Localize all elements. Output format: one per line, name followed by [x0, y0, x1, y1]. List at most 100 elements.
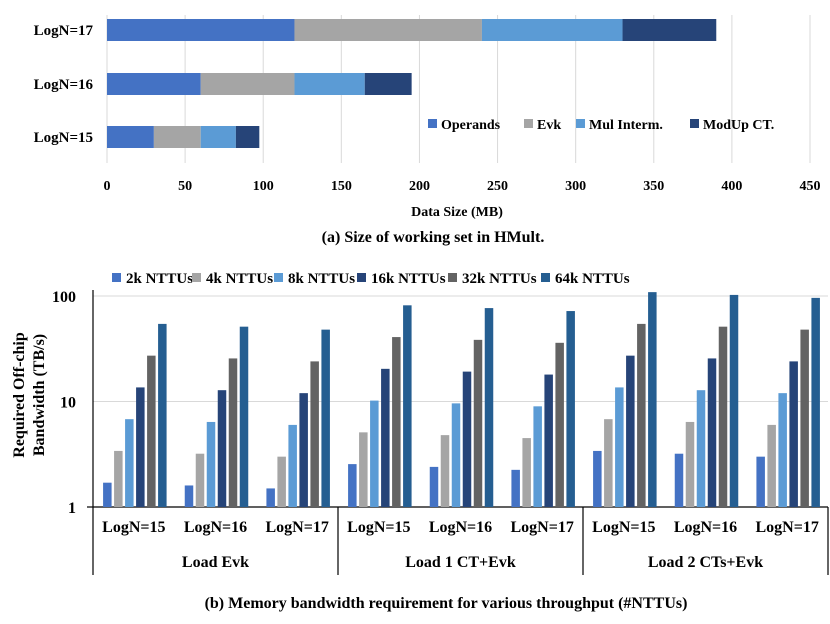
chart-b-bar-16k-nttus: [217, 390, 227, 507]
chart-b-group-label: Load 2 CTs+Evk: [648, 554, 763, 571]
chart-b-ylabel-line1: Required Off-chip: [11, 332, 28, 458]
chart-a-bar-modup-ct: [235, 126, 260, 148]
chart-a-bar-mul-interm: [200, 126, 236, 148]
chart-a-category-label: LogN=17: [34, 23, 94, 39]
chart-a-category-label: LogN=16: [34, 77, 94, 93]
chart-b-bar-16k-nttus: [789, 361, 798, 507]
chart-b-bar-2k-nttus: [593, 450, 602, 507]
chart-a-tick-label: 400: [721, 179, 742, 194]
chart-b-tick-labels: 1 10 100: [52, 289, 76, 517]
chart-b-bar-4k-nttus: [522, 438, 531, 507]
chart-b-legend-label: 8k NTTUs: [288, 271, 355, 287]
chart-a-tick-labels: 0 50 100 150 200 250 300 350 400 450: [104, 179, 821, 194]
chart-b-category-label: LogN=15: [592, 519, 655, 536]
chart-b-legend-swatch: [357, 273, 366, 282]
chart-b-bar-2k-nttus: [429, 466, 439, 507]
chart-a-legend-swatch: [690, 119, 699, 128]
chart-b-legend-swatch: [112, 273, 121, 282]
chart-b-ylabel: Required Off-chip Bandwidth (TB/s): [11, 332, 48, 458]
chart-b-tick-label: 100: [52, 289, 76, 306]
chart-a-tick-label: 100: [253, 179, 274, 194]
chart-b-legend: 2k NTTUs 4k NTTUs 8k NTTUs 16k NTTUs 32k NTT…: [112, 271, 630, 287]
chart-a-tick-label: 350: [643, 179, 664, 194]
chart-a-tick-label: 50: [178, 179, 192, 194]
chart-b-group-label: Load Evk: [182, 554, 249, 571]
chart-b-tick-label: 1: [68, 500, 76, 517]
chart-a-tick-label: 150: [331, 179, 352, 194]
chart-b: 1 10 100 LogN=15 LogN=16 LogN=17 LogN=15 LogN=…: [11, 271, 829, 612]
chart-b-bar-8k-nttus: [370, 400, 379, 507]
chart-b-bar-16k-nttus: [626, 355, 635, 507]
chart-a-bar-modup-ct: [622, 19, 717, 41]
chart-b-category-label: LogN=15: [102, 519, 165, 536]
chart-b-category-label: LogN=16: [184, 519, 247, 536]
chart-b-bar-64k-nttus: [403, 305, 412, 507]
chart-b-bar-16k-nttus: [544, 374, 553, 507]
chart-b-bar-64k-nttus: [566, 311, 575, 507]
chart-b-bar-16k-nttus: [707, 358, 717, 507]
chart-b-gridlines: [93, 295, 828, 402]
chart-b-bar-8k-nttus: [778, 393, 787, 507]
chart-b-bar-8k-nttus: [451, 403, 461, 507]
chart-a-bar-operands: [107, 19, 295, 41]
chart-b-legend-swatch: [192, 273, 201, 282]
chart-b-category-label: LogN=17: [510, 519, 573, 536]
chart-b-legend-swatch: [274, 273, 283, 282]
chart-a-legend-label: Evk: [537, 118, 561, 133]
chart-a-legend-swatch: [428, 119, 437, 128]
chart-a-bar-operands: [107, 73, 201, 95]
chart-b-bar-16k-nttus: [299, 393, 308, 507]
chart-b-bar-8k-nttus: [615, 387, 624, 507]
chart-b-bar-2k-nttus: [674, 453, 684, 507]
chart-a-category-label: LogN=15: [34, 130, 93, 146]
chart-b-bar-64k-nttus: [484, 308, 494, 507]
chart-b-legend-label: 16k NTTUs: [371, 271, 446, 287]
chart-b-bar-4k-nttus: [277, 456, 286, 507]
chart-b-bar-2k-nttus: [184, 485, 194, 507]
chart-b-ylabel-line2: Bandwidth (TB/s): [31, 334, 48, 456]
chart-b-category-label: LogN=17: [755, 519, 818, 536]
chart-a-legend: Operands Evk Mul Interm. ModUp CT.: [428, 118, 774, 133]
chart-b-legend-label: 32k NTTUs: [462, 271, 537, 287]
chart-a: LogN=17 LogN=16 LogN=15 0 50 100 150 200 250 300…: [34, 15, 821, 246]
chart-a-legend-label: Mul Interm.: [589, 118, 663, 133]
chart-b-bar-32k-nttus: [228, 358, 238, 507]
chart-b-category-label: LogN=15: [347, 519, 410, 536]
chart-b-bar-4k-nttus: [359, 432, 368, 507]
chart-b-bar-2k-nttus: [266, 488, 275, 507]
chart-b-bar-64k-nttus: [158, 323, 167, 507]
chart-b-bar-32k-nttus: [392, 337, 401, 507]
chart-b-bar-2k-nttus: [103, 482, 112, 507]
chart-b-bar-8k-nttus: [206, 421, 216, 507]
chart-b-tick-label: 10: [60, 395, 76, 412]
chart-b-bar-8k-nttus: [288, 424, 297, 507]
chart-a-tick-label: 250: [487, 179, 508, 194]
chart-b-category-label: LogN=17: [265, 519, 328, 536]
chart-b-bar-4k-nttus: [440, 435, 450, 507]
chart-b-bar-32k-nttus: [310, 361, 319, 507]
chart-a-tick-label: 300: [565, 179, 586, 194]
chart-b-axes: [87, 290, 829, 575]
chart-a-legend-swatch: [524, 119, 533, 128]
chart-b-bar-4k-nttus: [114, 450, 123, 507]
chart-b-bar-32k-nttus: [555, 342, 564, 507]
chart-b-bar-8k-nttus: [125, 419, 134, 507]
chart-b-legend-swatch: [448, 273, 457, 282]
chart-b-legend-swatch: [541, 273, 550, 282]
chart-b-bar-2k-nttus: [348, 464, 357, 507]
chart-b-bar-2k-nttus: [756, 456, 765, 507]
chart-a-bar-mul-interm: [294, 73, 365, 95]
chart-a-tick-label: 0: [104, 179, 111, 194]
chart-b-category-labels: LogN=15 LogN=16 LogN=17 LogN=15 LogN=16 LogN=…: [102, 519, 819, 571]
chart-b-bar-64k-nttus: [321, 329, 330, 507]
chart-b-bar-4k-nttus: [604, 419, 613, 507]
chart-b-bar-32k-nttus: [718, 326, 728, 507]
chart-b-bar-64k-nttus: [239, 326, 249, 507]
chart-a-bar-evk: [200, 73, 295, 95]
chart-b-bars: [103, 292, 820, 507]
chart-b-bar-32k-nttus: [800, 329, 809, 507]
chart-a-tick-label: 200: [409, 179, 430, 194]
chart-b-bar-4k-nttus: [195, 453, 205, 507]
